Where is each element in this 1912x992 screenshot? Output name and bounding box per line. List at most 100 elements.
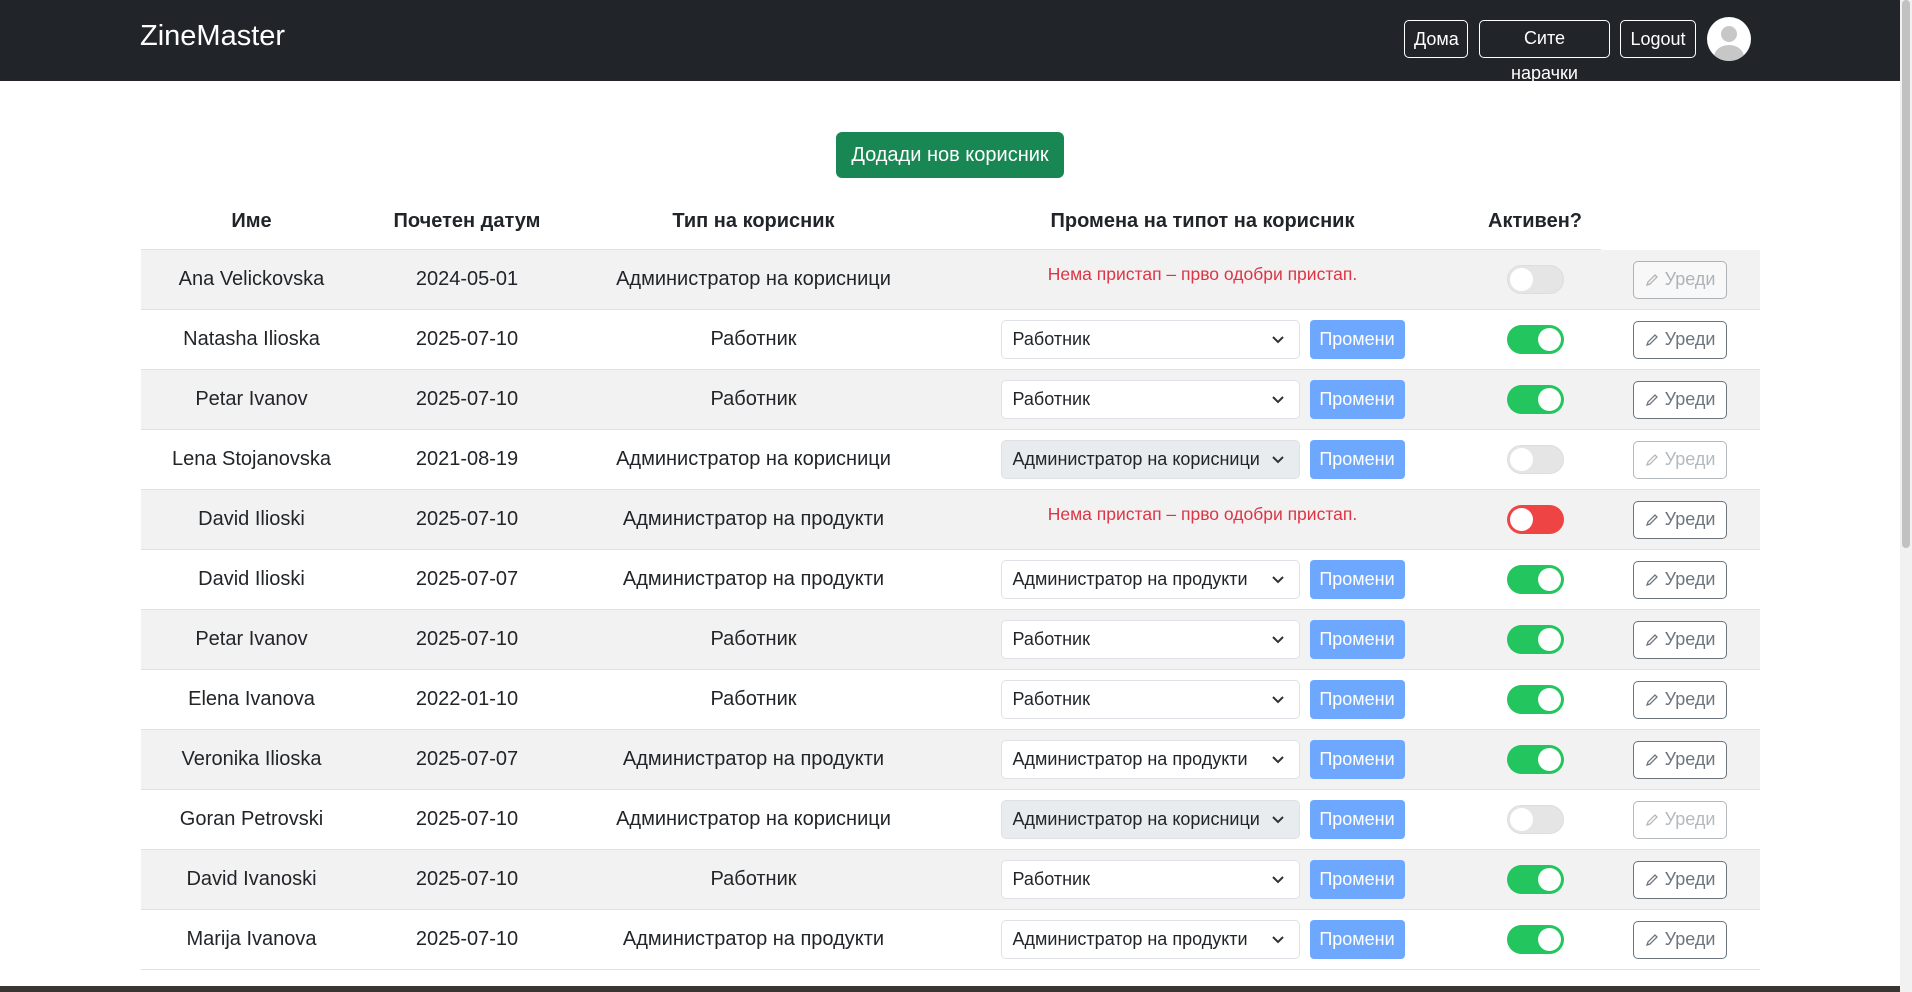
toggle-knob: [1537, 748, 1561, 771]
change-button[interactable]: Промени: [1309, 560, 1405, 599]
table-cell: [1470, 610, 1600, 669]
start-date: 2025-07-10: [415, 628, 519, 650]
avatar[interactable]: [1707, 17, 1751, 61]
user-name: Goran Petrovski: [179, 808, 324, 830]
type-select[interactable]: Администратор на продукти: [1000, 740, 1300, 779]
type-select[interactable]: Работник: [1000, 380, 1300, 419]
table-cell: Работник Промени: [935, 310, 1470, 369]
type-select[interactable]: Работник: [1000, 620, 1300, 659]
toggle-knob: [1537, 928, 1561, 951]
toggle-knob: [1509, 268, 1533, 291]
type-select[interactable]: Работник: [1000, 320, 1300, 359]
change-button[interactable]: Промени: [1309, 800, 1405, 839]
pencil-icon: [1645, 633, 1658, 646]
nav-link[interactable]: Logout: [1620, 20, 1696, 58]
table-cell: [1470, 730, 1600, 789]
select-value: Администратор на продукти: [1012, 929, 1248, 949]
user-name: Lena Stojanovska: [171, 448, 331, 470]
user-type: Администратор на корисници: [616, 268, 891, 290]
edit-button[interactable]: Уреди: [1633, 320, 1727, 359]
chevron: [1271, 396, 1284, 404]
table-cell: Администратор на продукти: [572, 730, 935, 789]
edit-button[interactable]: Уреди: [1633, 920, 1727, 959]
nav-link[interactable]: Сите нарачки: [1479, 20, 1610, 83]
edit-button[interactable]: Уреди: [1633, 620, 1727, 659]
user-type: Работник: [710, 868, 797, 890]
table-cell: Работник: [572, 670, 935, 729]
toggle-knob: [1509, 508, 1533, 531]
change-button[interactable]: Промени: [1309, 440, 1405, 479]
nav-link[interactable]: Дома: [1404, 20, 1468, 58]
edit-label: Уреди: [1664, 809, 1716, 829]
add-user-button[interactable]: Додади нов корисник: [836, 132, 1064, 178]
start-date: 2025-07-10: [415, 808, 519, 830]
column-header: Активен?: [1488, 210, 1582, 232]
active-toggle: [1506, 805, 1564, 834]
table-cell: Уреди: [1600, 610, 1760, 669]
table-cell: Администратор на продукти Промени: [935, 730, 1470, 789]
active-toggle[interactable]: [1506, 685, 1564, 714]
table-cell: [1470, 910, 1600, 969]
user-type: Работник: [710, 328, 797, 350]
change-button[interactable]: Промени: [1309, 680, 1405, 719]
brand[interactable]: ZineMaster: [140, 20, 286, 52]
table-cell: Petar Ivanov: [141, 370, 362, 429]
table-cell: [1470, 850, 1600, 909]
table-cell: Администратор на продукти: [572, 490, 935, 549]
toggle-knob: [1537, 688, 1561, 711]
chevron: [1271, 576, 1284, 584]
active-toggle[interactable]: [1506, 625, 1564, 654]
table-cell: [1470, 490, 1600, 549]
change-button[interactable]: Промени: [1309, 320, 1405, 359]
start-date: 2021-08-19: [415, 448, 519, 470]
toggle-knob: [1537, 328, 1561, 351]
active-toggle[interactable]: [1506, 565, 1564, 594]
edit-button[interactable]: Уреди: [1633, 500, 1727, 539]
change-button[interactable]: Промени: [1309, 920, 1405, 959]
toggle-knob: [1537, 628, 1561, 651]
edit-button[interactable]: Уреди: [1633, 680, 1727, 719]
edit-button[interactable]: Уреди: [1633, 740, 1727, 779]
table-cell: Ana Velickovska: [141, 250, 362, 309]
table-row: David Ilioski 2025-07-07 Администратор на …: [141, 550, 1760, 610]
edit-button[interactable]: Уреди: [1633, 560, 1727, 599]
table-cell: Уреди: [1600, 550, 1760, 609]
type-select[interactable]: Администратор на продукти: [1000, 920, 1300, 959]
active-toggle[interactable]: [1506, 865, 1564, 894]
table-cell: Нема пристап – прво одобри пристап.: [935, 250, 1470, 309]
active-toggle[interactable]: [1506, 745, 1564, 774]
pencil-icon: [1645, 933, 1658, 946]
chevron: [1271, 876, 1284, 884]
scroll-thumb[interactable]: [1902, 0, 1910, 548]
type-select[interactable]: Работник: [1000, 860, 1300, 899]
change-button[interactable]: Промени: [1309, 620, 1405, 659]
type-select: Администратор на корисници: [1000, 440, 1300, 479]
edit-button[interactable]: Уреди: [1633, 860, 1727, 899]
user-type: Администратор на корисници: [616, 448, 891, 470]
type-select[interactable]: Работник: [1000, 680, 1300, 719]
active-toggle[interactable]: [1506, 925, 1564, 954]
edit-label: Уреди: [1664, 269, 1716, 289]
edit-button[interactable]: Уреди: [1633, 380, 1727, 419]
table-cell: Работник Промени: [935, 850, 1470, 909]
active-toggle[interactable]: [1506, 385, 1564, 414]
table-cell: [1470, 430, 1600, 489]
change-button[interactable]: Промени: [1309, 380, 1405, 419]
user-name: Veronika Ilioska: [181, 748, 322, 770]
change-button[interactable]: Промени: [1309, 860, 1405, 899]
table-cell: [1470, 670, 1600, 729]
select-value: Администратор на корисници: [1012, 809, 1260, 829]
edit-button: Уреди: [1633, 800, 1727, 839]
type-select[interactable]: Администратор на продукти: [1000, 560, 1300, 599]
scrollbar[interactable]: [1900, 0, 1912, 992]
table-cell: Goran Petrovski: [141, 790, 362, 849]
navbar: ZineMaster Дома Сите нарачки Logout: [0, 0, 1900, 83]
active-toggle[interactable]: [1506, 325, 1564, 354]
edit-label: Уреди: [1664, 929, 1716, 949]
start-date: 2025-07-10: [415, 328, 519, 350]
change-button[interactable]: Промени: [1309, 740, 1405, 779]
table-cell: David Ivanoski: [141, 850, 362, 909]
toggle-knob: [1537, 568, 1561, 591]
active-toggle[interactable]: [1506, 505, 1564, 534]
